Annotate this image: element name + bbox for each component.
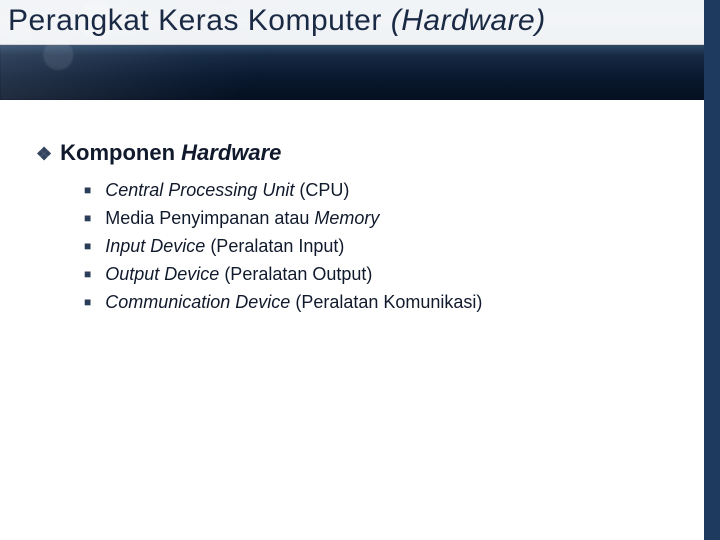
list-item: ■ Input Device (Peralatan Input) — [84, 232, 684, 260]
list-item: ■ Media Penyimpanan atau Memory — [84, 204, 684, 232]
list-item-italic: Output Device — [105, 264, 219, 284]
title-bar: Perangkat Keras Komputer (Hardware) — [0, 0, 720, 45]
page-title: Perangkat Keras Komputer (Hardware) — [8, 4, 712, 38]
section-label: Komponen Hardware — [60, 140, 281, 166]
square-bullet-icon: ■ — [84, 261, 91, 287]
list-item-text: Input Device (Peralatan Input) — [105, 233, 344, 259]
diamond-bullet-icon: ❖ — [36, 140, 52, 168]
list-item-rest: (Peralatan Komunikasi) — [290, 292, 482, 312]
square-bullet-icon: ■ — [84, 205, 91, 231]
list-item: ■ Communication Device (Peralatan Komuni… — [84, 288, 684, 316]
bullet-list: ■ Central Processing Unit (CPU) ■ Media … — [84, 176, 684, 316]
square-bullet-icon: ■ — [84, 233, 91, 259]
list-item-text: Media Penyimpanan atau Memory — [105, 205, 379, 231]
square-bullet-icon: ■ — [84, 289, 91, 315]
list-item-rest: (Peralatan Input) — [205, 236, 344, 256]
list-item-italic: Communication Device — [105, 292, 290, 312]
list-item: ■ Central Processing Unit (CPU) — [84, 176, 684, 204]
list-item-rest: (Peralatan Output) — [219, 264, 372, 284]
title-plain: Perangkat Keras Komputer — [8, 4, 391, 37]
list-item-pre: Media Penyimpanan atau — [105, 208, 314, 228]
right-stripe — [704, 0, 720, 540]
title-italic: (Hardware) — [391, 4, 546, 37]
list-item-italic: Central Processing Unit — [105, 180, 294, 200]
section-label-italic: Hardware — [181, 140, 281, 165]
list-item-italic: Memory — [314, 208, 379, 228]
section-heading: ❖ Komponen Hardware — [36, 140, 684, 168]
list-item: ■ Output Device (Peralatan Output) — [84, 260, 684, 288]
square-bullet-icon: ■ — [84, 177, 91, 203]
list-item-italic: Input Device — [105, 236, 205, 256]
list-item-rest: (CPU) — [294, 180, 349, 200]
header-band: Perangkat Keras Komputer (Hardware) — [0, 0, 720, 100]
list-item-text: Central Processing Unit (CPU) — [105, 177, 349, 203]
list-item-text: Output Device (Peralatan Output) — [105, 261, 372, 287]
list-item-text: Communication Device (Peralatan Komunika… — [105, 289, 482, 315]
section-label-plain: Komponen — [60, 140, 181, 165]
content-area: ❖ Komponen Hardware ■ Central Processing… — [0, 100, 720, 316]
